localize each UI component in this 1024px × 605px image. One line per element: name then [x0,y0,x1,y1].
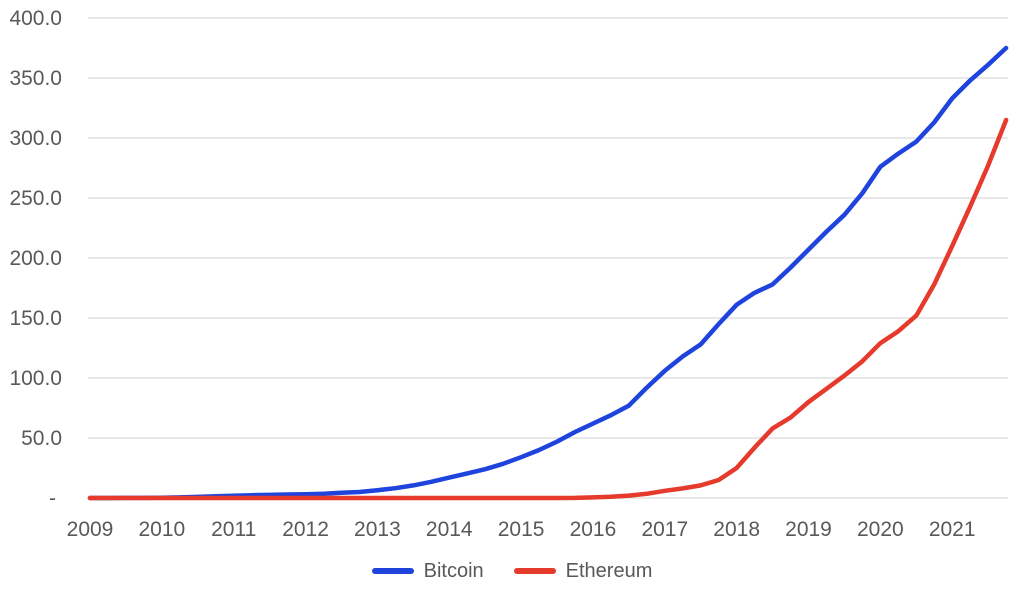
legend-item-ethereum: Ethereum [513,560,653,582]
x-tick-label: 2009 [67,518,114,541]
x-tick-label: 2017 [641,518,688,541]
x-tick-label: 2016 [570,518,617,541]
legend-label-bitcoin: Bitcoin [423,560,484,582]
y-tick-label: 350.0 [9,67,62,90]
y-tick-label: 100.0 [9,367,62,390]
legend-label-ethereum: Ethereum [565,560,653,582]
x-tick-label: 2018 [713,518,760,541]
x-tick-label: 2013 [354,518,401,541]
y-tick-label: 300.0 [9,127,62,150]
legend-swatch-bitcoin [371,568,414,574]
x-tick-label: 2020 [857,518,904,541]
y-tick-label: 200.0 [9,247,62,270]
series-lines [87,45,1009,501]
x-tick-label: 2012 [282,518,329,541]
y-tick-label: 400.0 [9,7,62,30]
x-tick-label: 2010 [138,518,185,541]
legend-item-bitcoin: Bitcoin [371,560,484,582]
y-tick-label: - [49,487,56,510]
legend: Bitcoin Ethereum [0,561,1024,581]
gridlines [88,17,1008,499]
x-axis-labels: 2009 2010 2011 2012 2013 2014 2015 2016 2017 2018… [67,518,976,541]
series-line-ethereum [87,117,1009,501]
x-tick-label: 2021 [929,518,976,541]
x-tick-label: 2019 [785,518,832,541]
y-axis-labels: - 50.0 100.0 150.0 200.0 250.0 300.0 350.0 400.0 [9,7,62,510]
y-tick-label: 50.0 [21,427,62,450]
x-tick-label: 2015 [498,518,545,541]
legend-swatch-ethereum [513,568,556,574]
series-line-bitcoin [87,45,1009,501]
y-tick-label: 250.0 [9,187,62,210]
y-tick-label: 150.0 [9,307,62,330]
x-tick-label: 2011 [211,518,256,541]
x-tick-label: 2014 [426,518,473,541]
